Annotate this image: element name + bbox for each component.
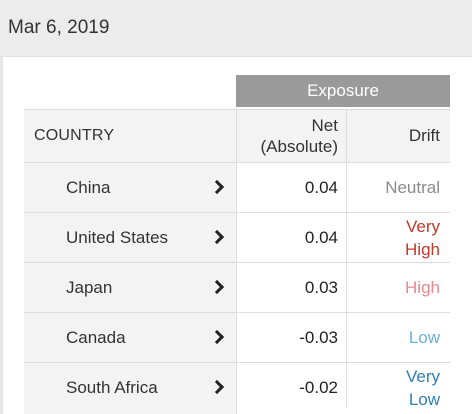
drift-column-header[interactable]: Drift — [346, 110, 450, 162]
chevron-right-icon[interactable] — [209, 279, 225, 294]
exposure-group-header: Exposure — [236, 75, 450, 107]
drift-cell: High — [346, 263, 450, 312]
country-cell: Canada — [24, 313, 236, 362]
net-cell: -0.02 — [236, 363, 346, 412]
table-row-china[interactable]: China 0.04 Neutral — [24, 163, 450, 213]
date-label: Mar 6, 2019 — [8, 17, 110, 38]
exposure-panel — [0, 57, 472, 414]
exposure-group-label: Exposure — [307, 81, 379, 100]
drift-cell: Low — [346, 313, 450, 362]
country-cell: China — [24, 163, 236, 212]
table-header-row: COUNTRY Net (Absolute) Drift — [24, 109, 450, 163]
drift-cell: Very Low — [346, 363, 450, 412]
chevron-right-icon[interactable] — [209, 179, 225, 194]
net-cell: -0.03 — [236, 313, 346, 362]
country-column-header[interactable]: COUNTRY — [24, 110, 236, 162]
net-cell: 0.04 — [236, 163, 346, 212]
country-cell: South Africa — [24, 363, 236, 412]
table-row-canada[interactable]: Canada -0.03 Low — [24, 313, 450, 363]
exposure-table: COUNTRY Net (Absolute) Drift China 0.04 … — [24, 109, 450, 413]
drift-cell: Neutral — [346, 163, 450, 212]
chevron-right-icon[interactable] — [209, 229, 225, 244]
date-header: Mar 6, 2019 — [0, 0, 472, 57]
table-row-south-africa[interactable]: South Africa -0.02 Very Low — [24, 363, 450, 413]
drift-cell: Very High — [346, 213, 450, 262]
chevron-right-icon[interactable] — [209, 329, 225, 344]
country-cell: United States — [24, 213, 236, 262]
net-cell: 0.04 — [236, 213, 346, 262]
country-cell: Japan — [24, 263, 236, 312]
net-cell: 0.03 — [236, 263, 346, 312]
table-row-united-states[interactable]: United States 0.04 Very High — [24, 213, 450, 263]
net-column-header[interactable]: Net (Absolute) — [236, 110, 346, 162]
next-row-partial — [24, 408, 450, 414]
table-row-japan[interactable]: Japan 0.03 High — [24, 263, 450, 313]
chevron-right-icon[interactable] — [209, 379, 225, 394]
